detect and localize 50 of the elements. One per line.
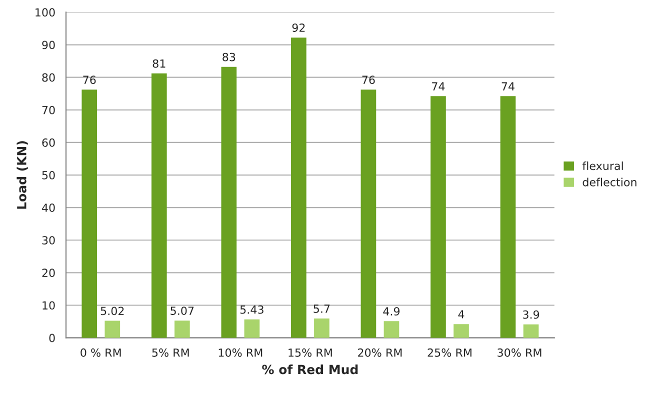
legend-label: flexural <box>582 161 623 170</box>
data-label: 83 <box>222 52 236 62</box>
y-tick-label: 70 <box>42 106 55 114</box>
data-label: 5.7 <box>314 304 330 313</box>
bar <box>523 324 539 338</box>
data-label: 5.07 <box>170 306 194 315</box>
x-axis-title: % of Red Mud <box>262 364 358 374</box>
bar <box>244 319 260 338</box>
y-tick-label: 50 <box>42 170 55 180</box>
x-tick-label: 5% RM <box>152 348 189 357</box>
x-tick-label: 20% RM <box>358 348 402 357</box>
bar <box>430 96 446 338</box>
data-label: 4.9 <box>383 307 400 316</box>
x-tick-label: 25% RM <box>428 348 472 357</box>
bar <box>500 96 516 338</box>
y-tick-label: 80 <box>42 73 55 82</box>
bar <box>151 73 167 338</box>
data-label: 5.43 <box>240 305 264 314</box>
data-label: 74 <box>432 82 445 90</box>
data-label: 92 <box>292 24 305 32</box>
x-tick-label: 10% RM <box>218 348 262 357</box>
data-label: 76 <box>362 76 375 84</box>
y-tick-label: 90 <box>42 40 55 50</box>
data-label: 74 <box>502 82 514 90</box>
y-tick-label: 10 <box>42 301 55 310</box>
bar <box>291 38 306 338</box>
y-tick-label: 20 <box>42 268 55 278</box>
y-axis-title: Load (KN) <box>16 141 28 209</box>
data-label: 81 <box>152 59 166 68</box>
bar <box>104 320 120 338</box>
x-tick-label: 15% RM <box>288 348 332 357</box>
data-label: 4 <box>458 310 464 318</box>
y-tick-label: 0 <box>49 334 55 342</box>
data-label: 5.02 <box>100 306 124 316</box>
bar <box>360 90 376 338</box>
x-tick-label: 0 % RM <box>80 348 121 357</box>
y-tick-label: 60 <box>42 138 55 147</box>
data-label: 76 <box>83 76 96 84</box>
x-tick-label: 30% RM <box>498 348 542 357</box>
legend-label: deflection <box>582 178 636 186</box>
bar <box>174 320 190 338</box>
y-tick-label: 100 <box>36 8 55 17</box>
y-tick-label: 30 <box>42 236 55 245</box>
y-tick-label: 40 <box>42 204 55 212</box>
bar <box>221 66 237 338</box>
bar <box>314 318 330 338</box>
bar <box>384 321 400 338</box>
bar <box>82 90 98 338</box>
bar <box>454 324 469 338</box>
data-label: 3.9 <box>523 310 540 319</box>
